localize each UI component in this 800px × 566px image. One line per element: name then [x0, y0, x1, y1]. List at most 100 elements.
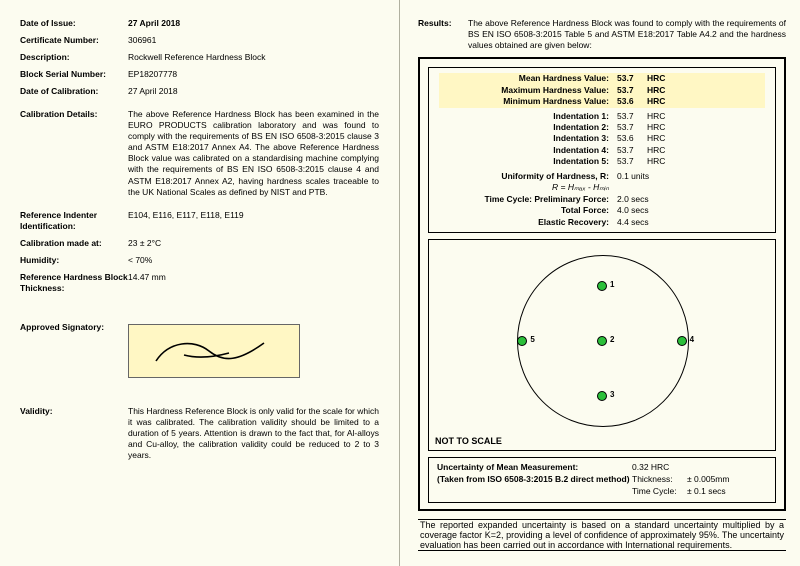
not-to-scale-label: NOT TO SCALE — [435, 436, 502, 446]
value: < 70% — [128, 255, 379, 266]
field-details: Calibration Details: The above Reference… — [20, 109, 379, 197]
label: Maximum Hardness Value: — [439, 85, 617, 96]
label: Calibration Details: — [20, 109, 128, 197]
label: Indentation 1: — [439, 111, 617, 122]
value: Rockwell Reference Hardness Block — [128, 52, 379, 63]
row-uniformity: Uniformity of Hardness, R: 0.1 units — [439, 171, 765, 182]
unc-row-3: Time Cycle: ± 0.1 secs — [437, 486, 767, 498]
signature-box — [128, 324, 300, 378]
right-panel: Results: The above Reference Hardness Bl… — [400, 0, 800, 566]
unit: HRC — [647, 111, 677, 122]
indent-point — [597, 391, 607, 401]
label: Reference Indenter Identification: — [20, 210, 128, 232]
uncertainty-box: Uncertainty of Mean Measurement: 0.32 HR… — [428, 457, 776, 503]
value: 53.7 — [617, 111, 647, 122]
field-cert-number: Certificate Number: 306961 — [20, 35, 379, 46]
label: Validity: — [20, 406, 128, 461]
row-mean: Mean Hardness Value: 53.7 HRC — [439, 73, 765, 84]
indent-point — [597, 336, 607, 346]
row-uniformity-note: R = Hₘₐₓ - Hₘᵢₙ — [439, 182, 765, 193]
unit: HRC — [647, 96, 677, 107]
label: Block Serial Number: — [20, 69, 128, 80]
field-thickness: Reference Hardness Block Thickness: 14.4… — [20, 272, 379, 294]
row-indentation: Indentation 2:53.7HRC — [439, 122, 765, 133]
value: 14.47 mm — [128, 272, 379, 294]
field-humidity: Humidity: < 70% — [20, 255, 379, 266]
source: (Taken from ISO 6508-3:2015 B.2 direct m… — [437, 474, 632, 486]
field-serial: Block Serial Number: EP18207778 — [20, 69, 379, 80]
label: Date of Issue: — [20, 18, 128, 29]
field-date-calib: Date of Calibration: 27 April 2018 — [20, 86, 379, 97]
value: 23 ± 2°C — [128, 238, 379, 249]
value: 27 April 2018 — [128, 86, 379, 97]
field-signatory: Approved Signatory: — [20, 322, 379, 378]
label: Results: — [418, 18, 468, 51]
label: Indentation 3: — [439, 133, 617, 144]
value: This Hardness Reference Block is only va… — [128, 406, 379, 461]
results-box: Mean Hardness Value: 53.7 HRC Maximum Ha… — [418, 57, 786, 511]
row-indentation: Indentation 4:53.7HRC — [439, 145, 765, 156]
label: Mean Hardness Value: — [439, 73, 617, 84]
label: Certificate Number: — [20, 35, 128, 46]
row-indentation: Indentation 3:53.6HRC — [439, 133, 765, 144]
label: Thickness: — [632, 474, 687, 486]
value: 53.7 — [617, 85, 647, 96]
value: 0.1 units — [617, 171, 677, 182]
unit: HRC — [647, 122, 677, 133]
value: 4.0 secs — [617, 205, 677, 216]
label: Elastic Recovery: — [439, 217, 617, 228]
value: 53.7 — [617, 122, 647, 133]
value: 306961 — [128, 35, 379, 46]
indent-point-label: 4 — [690, 335, 694, 344]
indent-point-label: 3 — [610, 390, 614, 399]
field-results: Results: The above Reference Hardness Bl… — [418, 18, 786, 51]
indent-point-label: 2 — [610, 335, 614, 344]
field-description: Description: Rockwell Reference Hardness… — [20, 52, 379, 63]
label: Approved Signatory: — [20, 322, 128, 333]
certificate-page: Date of Issue: 27 April 2018 Certificate… — [0, 0, 800, 566]
value: 0.32 HRC — [632, 462, 702, 474]
row-tf: Total Force: 4.0 secs — [439, 205, 765, 216]
footnote: The reported expanded uncertainty is bas… — [418, 519, 786, 551]
label: Time Cycle: — [632, 486, 687, 498]
value: ± 0.005mm — [687, 474, 729, 486]
label: Time Cycle: Preliminary Force: — [439, 194, 617, 205]
indent-point — [677, 336, 687, 346]
note: R = Hₘₐₓ - Hₘᵢₙ — [439, 182, 617, 193]
value: 53.6 — [617, 96, 647, 107]
label: Humidity: — [20, 255, 128, 266]
row-indentation: Indentation 5:53.7HRC — [439, 156, 765, 167]
label: Total Force: — [439, 205, 617, 216]
label: Description: — [20, 52, 128, 63]
label: Reference Hardness Block Thickness: — [20, 272, 128, 294]
value: 53.6 — [617, 133, 647, 144]
indent-point-label: 1 — [610, 280, 614, 289]
label: Uniformity of Hardness, R: — [439, 171, 617, 182]
value: EP18207778 — [128, 69, 379, 80]
unit: HRC — [647, 73, 677, 84]
row-max: Maximum Hardness Value: 53.7 HRC — [439, 85, 765, 96]
field-indenter: Reference Indenter Identification: E104,… — [20, 210, 379, 232]
row-tc: Time Cycle: Preliminary Force: 2.0 secs — [439, 194, 765, 205]
unc-row-2: (Taken from ISO 6508-3:2015 B.2 direct m… — [437, 474, 767, 486]
label: Indentation 4: — [439, 145, 617, 156]
label: Minimum Hardness Value: — [439, 96, 617, 107]
label: Calibration made at: — [20, 238, 128, 249]
unit: HRC — [647, 85, 677, 96]
value: 27 April 2018 — [128, 18, 379, 29]
indentation-diagram: 12345 NOT TO SCALE — [428, 239, 776, 451]
field-date-issue: Date of Issue: 27 April 2018 — [20, 18, 379, 29]
value: ± 0.1 secs — [687, 486, 726, 498]
row-er: Elastic Recovery: 4.4 secs — [439, 217, 765, 228]
value: 53.7 — [617, 145, 647, 156]
label: Indentation 5: — [439, 156, 617, 167]
unc-row-1: Uncertainty of Mean Measurement: 0.32 HR… — [437, 462, 767, 474]
signature-box-wrap — [128, 322, 379, 378]
value: The above Reference Hardness Block has b… — [128, 109, 379, 197]
value: 53.7 — [617, 156, 647, 167]
label: Date of Calibration: — [20, 86, 128, 97]
value: 53.7 — [617, 73, 647, 84]
row-indentation: Indentation 1:53.7HRC — [439, 111, 765, 122]
value: E104, E116, E117, E118, E119 — [128, 210, 379, 232]
label: Uncertainty of Mean Measurement: — [437, 462, 632, 474]
